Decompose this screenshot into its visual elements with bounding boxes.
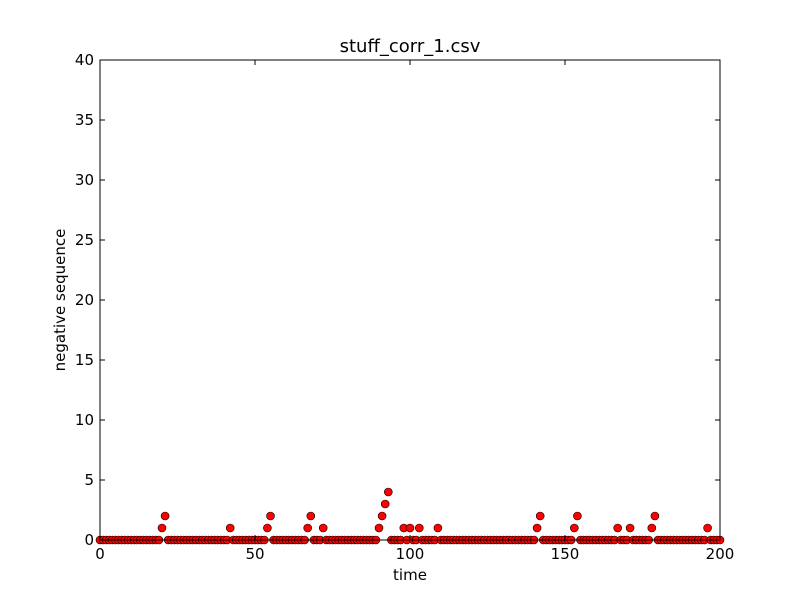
x-tick-label: 50 <box>245 545 264 563</box>
x-tick-label: 0 <box>95 545 105 563</box>
y-tick-label: 15 <box>75 351 94 369</box>
data-point <box>306 511 316 521</box>
x-tick-label: 100 <box>396 545 425 563</box>
x-tick-label: 150 <box>551 545 580 563</box>
x-axis-ticks: 0 50 100 150 200 <box>95 60 734 563</box>
data-point <box>380 499 390 509</box>
y-tick-label: 0 <box>84 531 94 549</box>
data-point <box>318 523 328 533</box>
data-point <box>613 523 623 533</box>
data-point <box>266 511 275 521</box>
data-point <box>377 511 387 521</box>
y-tick-label: 5 <box>84 471 94 489</box>
data-point <box>650 511 660 521</box>
x-axis-label: time <box>393 566 427 584</box>
y-tick-label: 20 <box>75 291 94 309</box>
y-tick-label: 10 <box>75 411 94 429</box>
chart-title: stuff_corr_1.csv <box>340 36 481 57</box>
data-point <box>405 523 415 533</box>
data-point <box>625 523 635 533</box>
y-tick-label: 25 <box>75 231 94 249</box>
data-point <box>303 523 313 533</box>
y-tick-label: 40 <box>75 51 94 69</box>
data-point <box>647 523 657 533</box>
data-point <box>374 523 384 533</box>
data-point <box>433 523 443 533</box>
y-axis-label: negative sequence <box>51 229 69 372</box>
data-point <box>532 523 542 533</box>
x-tick-label: 200 <box>706 545 735 563</box>
data-point <box>535 511 545 521</box>
data-point <box>703 523 712 533</box>
data-point <box>573 511 582 521</box>
data-point <box>383 487 393 497</box>
plot-area <box>100 60 720 540</box>
data-point <box>414 523 424 533</box>
y-tick-label: 30 <box>75 171 94 189</box>
data-point <box>225 523 235 533</box>
data-point <box>263 523 272 533</box>
data-point <box>569 523 579 533</box>
data-point <box>160 511 170 521</box>
data-point <box>157 523 167 533</box>
y-tick-label: 35 <box>75 111 94 129</box>
y-axis-ticks: 0 5 10 15 20 25 30 35 40 <box>75 51 720 549</box>
